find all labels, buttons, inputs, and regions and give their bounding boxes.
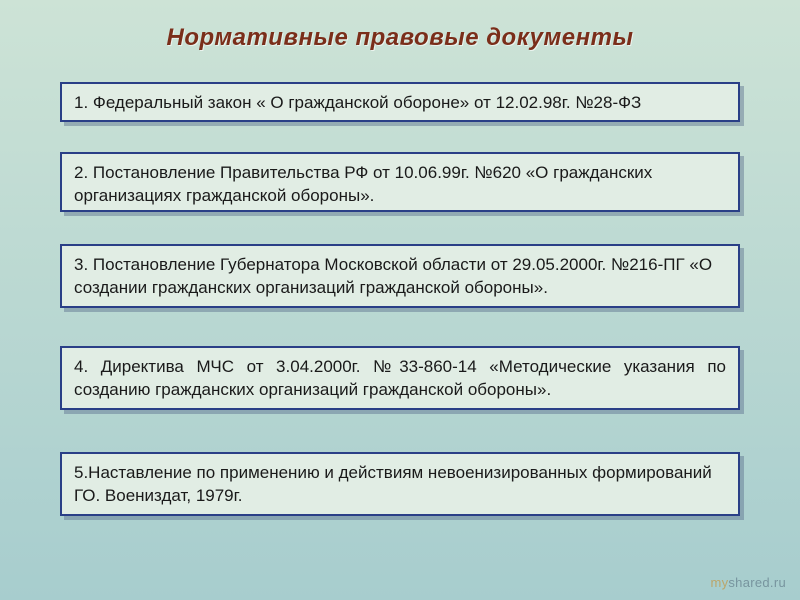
slide-title: Нормативные правовые документы: [0, 24, 800, 52]
doc-item-1: 1. Федеральный закон « О гражданской обо…: [60, 82, 740, 122]
watermark: myshared.ru: [710, 575, 786, 590]
doc-item-4-text: 4. Директива МЧС от 3.04.2000г. №33-860-…: [74, 357, 726, 399]
doc-item-2-text: 2. Постановление Правительства РФ от 10.…: [74, 163, 652, 205]
watermark-suffix: shared.ru: [728, 575, 786, 590]
doc-item-3-text: 3. Постановление Губернатора Московской …: [74, 255, 712, 297]
doc-item-5: 5.Наставление по применению и действиям …: [60, 452, 740, 516]
doc-item-2: 2. Постановление Правительства РФ от 10.…: [60, 152, 740, 212]
doc-item-1-text: 1. Федеральный закон « О гражданской обо…: [74, 93, 641, 112]
doc-item-5-text: 5.Наставление по применению и действиям …: [74, 463, 712, 505]
doc-item-3: 3. Постановление Губернатора Московской …: [60, 244, 740, 308]
watermark-prefix: my: [710, 575, 728, 590]
doc-item-4: 4. Директива МЧС от 3.04.2000г. №33-860-…: [60, 346, 740, 410]
